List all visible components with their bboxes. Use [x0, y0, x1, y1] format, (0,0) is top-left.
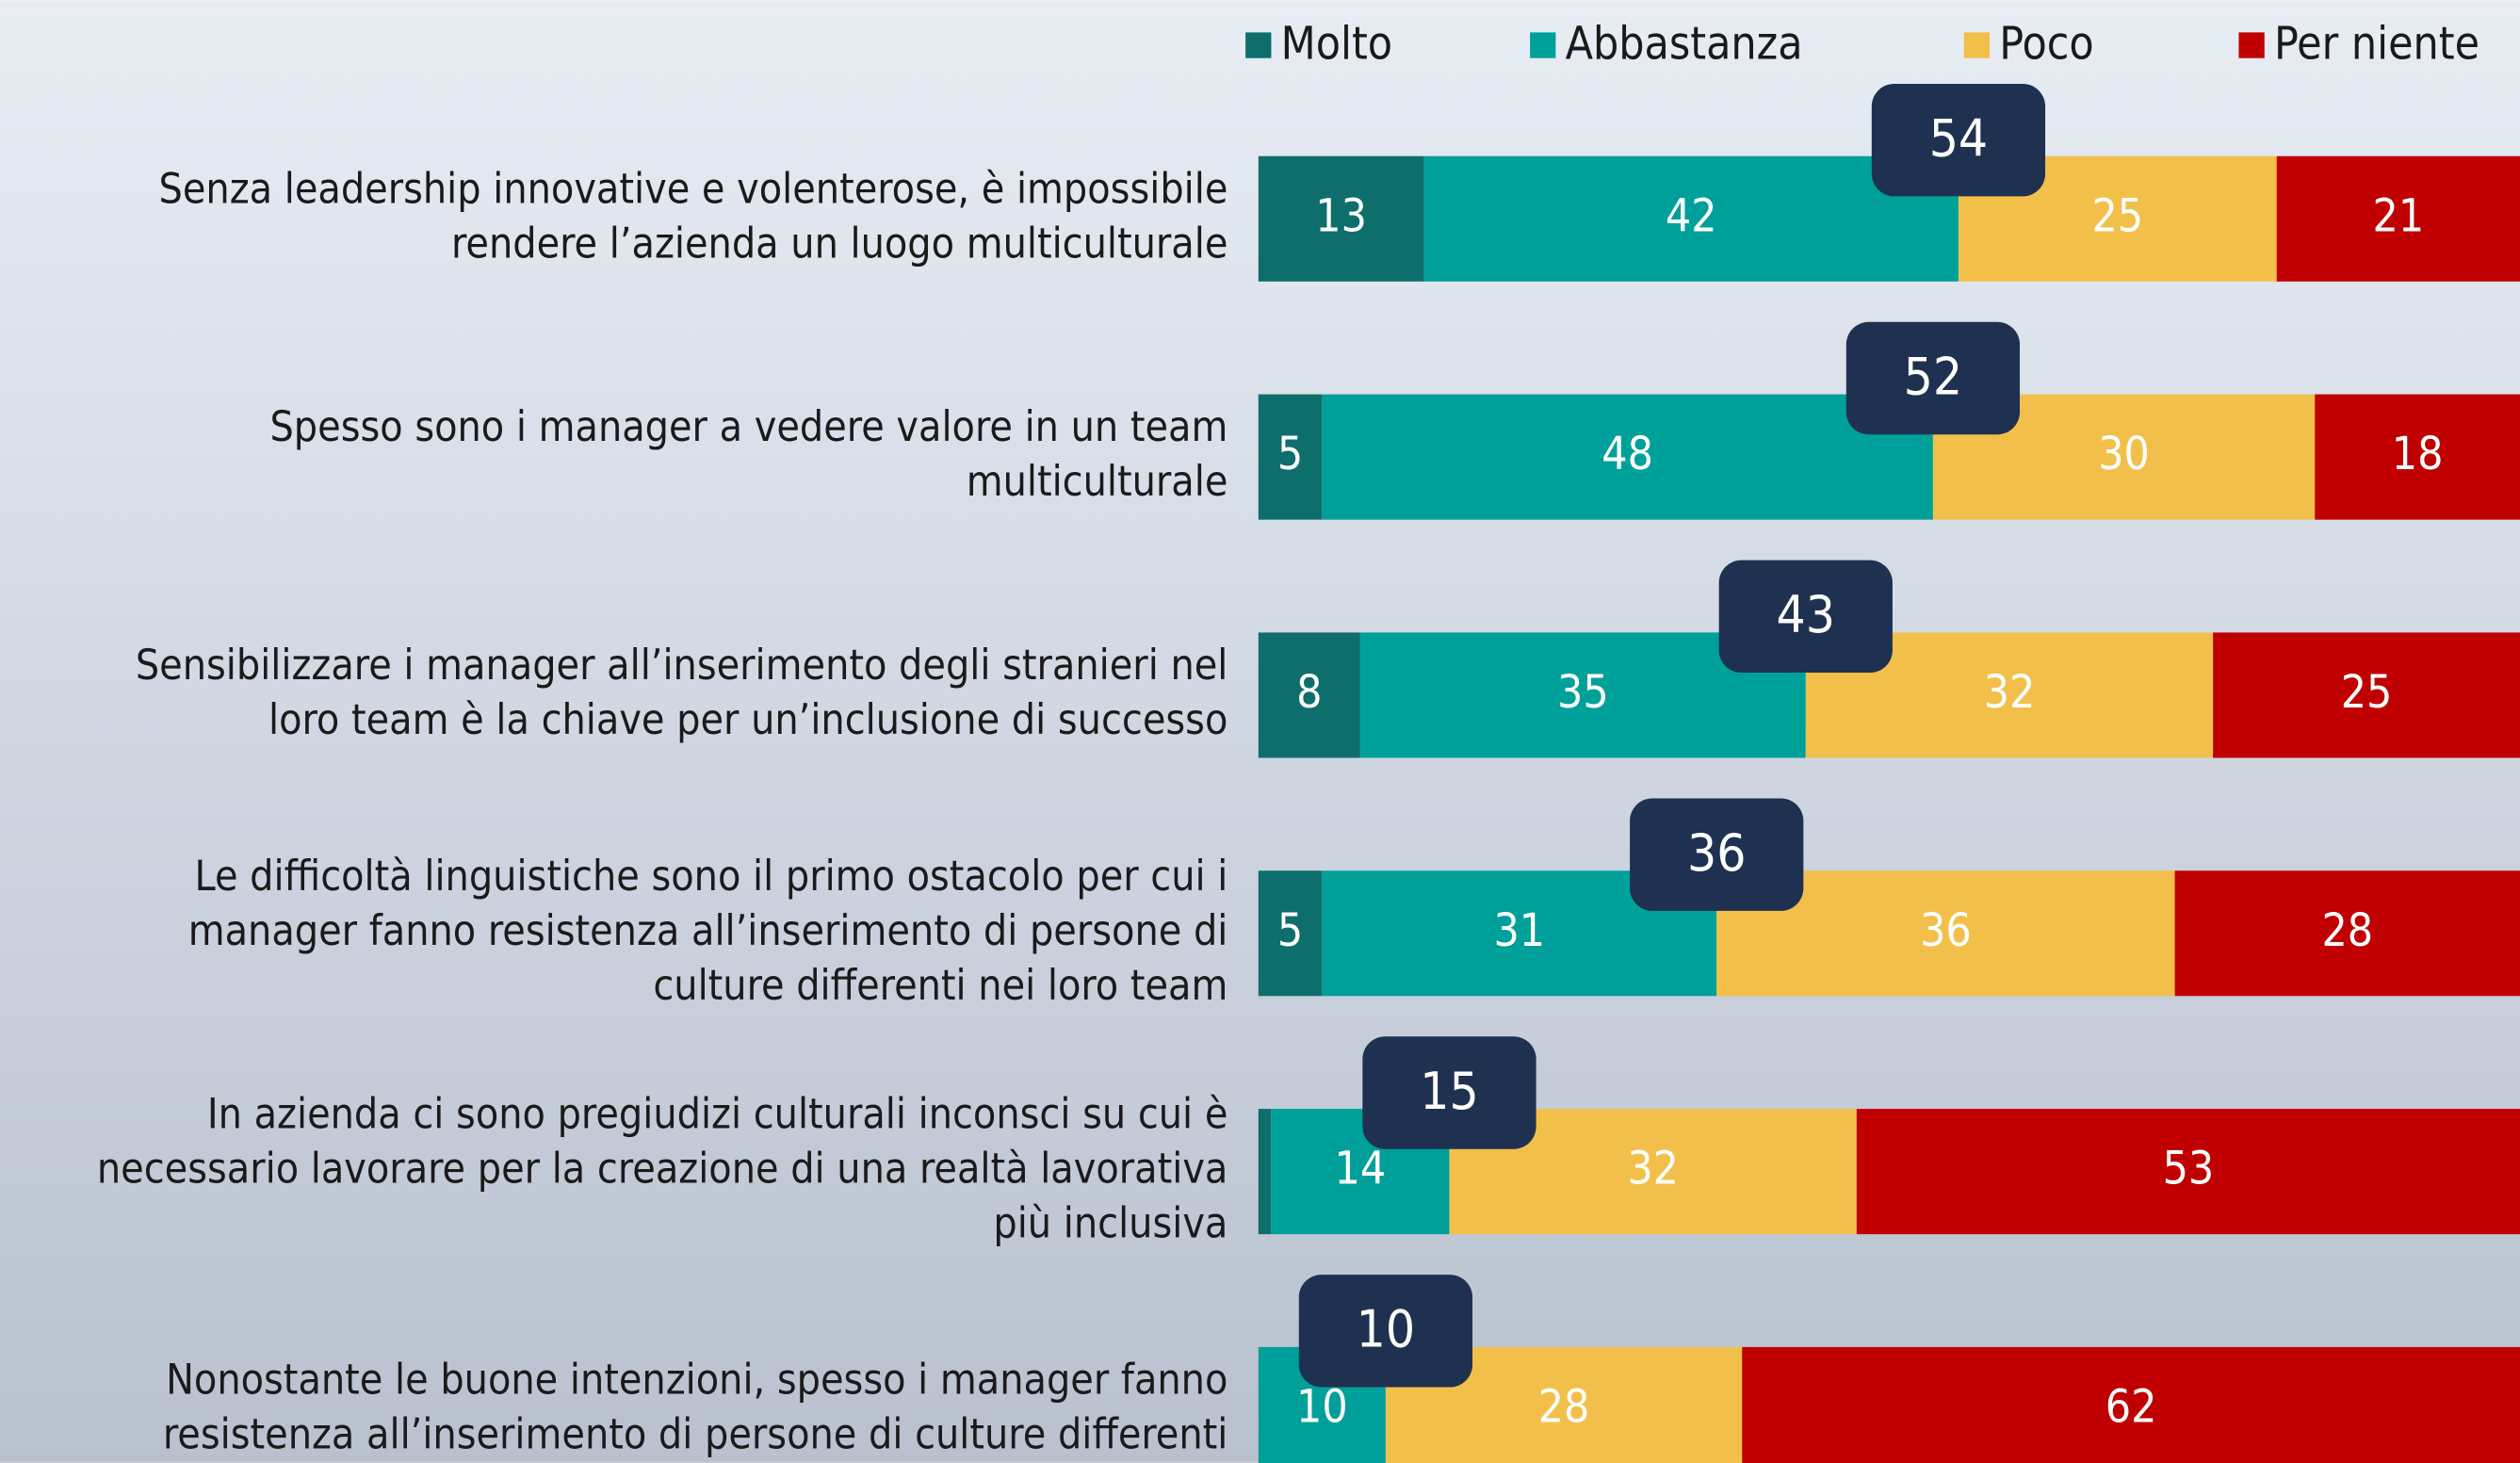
bar-segment [1258, 870, 1323, 997]
value-label: 25 [2341, 667, 2393, 719]
total-callout [1871, 83, 2046, 197]
category-label: multiculturale [967, 458, 1228, 506]
bar-segment [1258, 394, 1323, 520]
bar-segment [1258, 1109, 1272, 1235]
category-label: resistenza all’inserimento di persone di… [163, 1410, 1227, 1458]
category-label: loro team è la chiave per un’inclusione … [268, 696, 1227, 744]
bar-segment [2276, 155, 2520, 282]
category-label: Spesso sono i manager a vedere valore in… [269, 403, 1227, 451]
bar-segment [1322, 394, 1933, 520]
value-label: 53 [2163, 1144, 2215, 1195]
bar-segment [2213, 632, 2520, 758]
total-callout [1362, 1036, 1536, 1149]
value-label: 8 [1296, 667, 1322, 719]
value-label: 13 [1315, 190, 1367, 242]
bar-segment [1258, 155, 1424, 282]
category-label: necessario lavorare per la creazione di … [97, 1146, 1228, 1194]
legend-label: Per niente [2274, 19, 2479, 71]
category-label: In azienda ci sono pregiudizi culturali … [207, 1091, 1227, 1139]
legend-swatch [1530, 32, 1556, 58]
total-callout [1718, 560, 1893, 674]
total-callout [1298, 1275, 1473, 1388]
value-label: 5 [1277, 905, 1303, 957]
category-label: più inclusiva [993, 1200, 1227, 1248]
legend-swatch [2238, 32, 2265, 58]
legend-label: Molto [1281, 19, 1392, 71]
value-label: 5 [1277, 429, 1303, 480]
total-label: 54 [1929, 108, 1988, 169]
total-label: 10 [1357, 1299, 1415, 1359]
total-callout [1630, 798, 1804, 911]
total-label: 52 [1904, 346, 1962, 406]
bar-segment [1856, 1109, 2520, 1235]
value-label: 32 [1627, 1144, 1679, 1195]
value-label: 35 [1557, 667, 1609, 719]
category-label: rendere l’azienda un luogo multicultural… [451, 219, 1227, 268]
value-label: 18 [2392, 429, 2444, 480]
category-label: manager fanno resistenza all’inserimento… [188, 907, 1228, 955]
value-label: 32 [1984, 667, 2036, 719]
legend-label: Abbastanza [1566, 19, 1803, 71]
value-label: 21 [2373, 190, 2425, 242]
value-label: 36 [1920, 905, 1972, 957]
value-label: 31 [1493, 905, 1545, 957]
value-label: 62 [2105, 1381, 2157, 1433]
legend-swatch [1963, 32, 1991, 58]
value-label: 28 [1538, 1381, 1590, 1433]
category-label: Sensibilizzare i manager all’inserimento… [136, 642, 1228, 690]
category-label: Nonostante le buone intenzioni, spesso i… [166, 1356, 1227, 1404]
bar-segment [2315, 394, 2520, 520]
category-label: culture differenti nei loro team [653, 962, 1227, 1010]
value-label: 48 [1601, 429, 1653, 480]
value-label: 14 [1335, 1144, 1387, 1195]
value-label: 10 [1296, 1381, 1348, 1433]
bar-segment [1742, 1346, 2520, 1463]
value-label: 30 [2098, 429, 2150, 480]
total-label: 43 [1777, 584, 1835, 644]
legend-swatch [1245, 32, 1272, 58]
bar-segment [1423, 155, 1959, 282]
category-label: Senza leadership innovative e volenteros… [159, 165, 1228, 213]
total-callout [1845, 321, 2021, 435]
value-label: 25 [2091, 190, 2143, 242]
bar-segment [2174, 870, 2520, 997]
total-label: 36 [1687, 822, 1746, 883]
value-label: 28 [2321, 905, 2373, 957]
value-label: 42 [1666, 190, 1717, 242]
legend-label: Poco [1999, 19, 2093, 71]
category-label: Le difficoltà linguistiche sono il primo… [195, 853, 1228, 901]
bar-segment [1258, 632, 1360, 758]
total-label: 15 [1420, 1061, 1478, 1121]
